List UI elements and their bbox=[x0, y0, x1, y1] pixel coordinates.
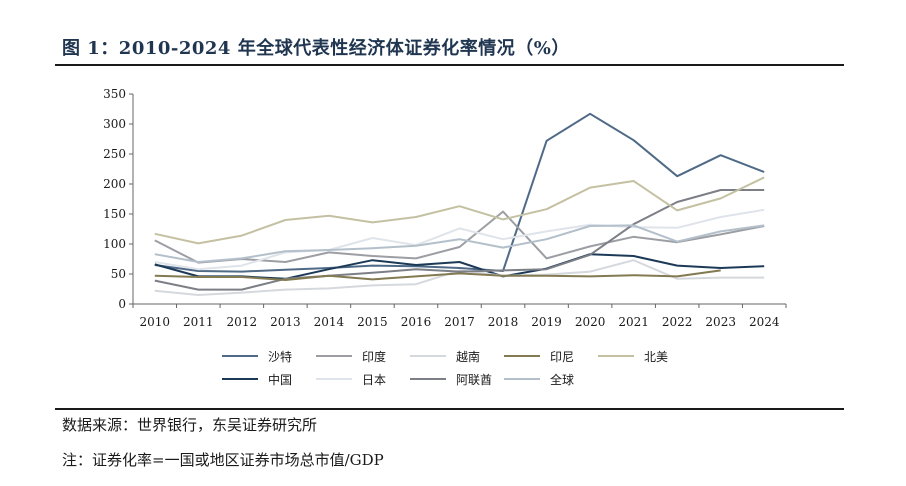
x-tick-label: 2011 bbox=[183, 315, 214, 329]
top-rule bbox=[55, 64, 844, 66]
series-line-越南 bbox=[154, 259, 765, 296]
series-line-全球 bbox=[154, 224, 765, 263]
y-tick-label: 250 bbox=[103, 147, 126, 161]
x-tick-label: 2014 bbox=[314, 315, 345, 329]
x-tick-label: 2013 bbox=[270, 315, 301, 329]
data-source: 数据来源：世界银行，东吴证券研究所 bbox=[62, 416, 318, 434]
legend-label: 沙特 bbox=[268, 349, 292, 364]
footnote: 注：证券化率=一国或地区证券市场总市值/GDP bbox=[62, 451, 384, 469]
series-line-阿联酋 bbox=[154, 189, 765, 291]
y-tick-label: 150 bbox=[103, 207, 126, 221]
x-tick-label: 2012 bbox=[227, 315, 258, 329]
x-tick-label: 2023 bbox=[705, 315, 736, 329]
series-line-印度 bbox=[154, 210, 765, 264]
x-tick-label: 2018 bbox=[488, 315, 519, 329]
x-tick-label: 2021 bbox=[618, 315, 649, 329]
y-tick-label: 350 bbox=[103, 87, 126, 101]
legend-label: 越南 bbox=[456, 349, 480, 364]
x-tick-label: 2020 bbox=[575, 315, 606, 329]
legend-label: 印尼 bbox=[550, 350, 574, 364]
line-chart: 0 50 100 150 200 250 300 350 2010 2011 2012 2013 201… bbox=[103, 87, 787, 387]
x-tick-label: 2022 bbox=[662, 315, 693, 329]
y-tick-label: 300 bbox=[103, 117, 126, 131]
legend-label: 日本 bbox=[362, 373, 386, 387]
bottom-rule bbox=[55, 408, 844, 410]
x-tick-label: 2016 bbox=[401, 315, 432, 329]
y-tick-label: 100 bbox=[103, 237, 126, 251]
legend-label: 全球 bbox=[550, 372, 574, 387]
x-tick-label: 2024 bbox=[749, 315, 780, 329]
legend-label: 阿联酋 bbox=[456, 372, 492, 387]
series-line-印尼 bbox=[154, 269, 721, 281]
chart-axes: 0 50 100 150 200 250 300 350 2010 2011 2012 2013 201… bbox=[103, 87, 787, 329]
legend-label: 中国 bbox=[268, 372, 292, 387]
figure-title: 图 1：2010-2024 年全球代表性经济体证券化率情况（%） bbox=[62, 38, 570, 59]
x-tick-label: 2010 bbox=[139, 315, 170, 329]
y-tick-label: 0 bbox=[118, 297, 126, 311]
y-tick-label: 200 bbox=[103, 177, 126, 191]
series-line-北美 bbox=[154, 176, 765, 245]
series-line-日本 bbox=[154, 208, 765, 271]
legend-label: 北美 bbox=[644, 350, 668, 364]
x-tick-label: 2019 bbox=[531, 315, 562, 329]
x-tick-label: 2015 bbox=[357, 315, 388, 329]
x-tick-label: 2017 bbox=[444, 315, 475, 329]
chart-series bbox=[154, 112, 765, 296]
series-line-沙特 bbox=[154, 112, 765, 273]
y-tick-label: 50 bbox=[111, 267, 126, 281]
legend-label: 印度 bbox=[362, 349, 386, 364]
